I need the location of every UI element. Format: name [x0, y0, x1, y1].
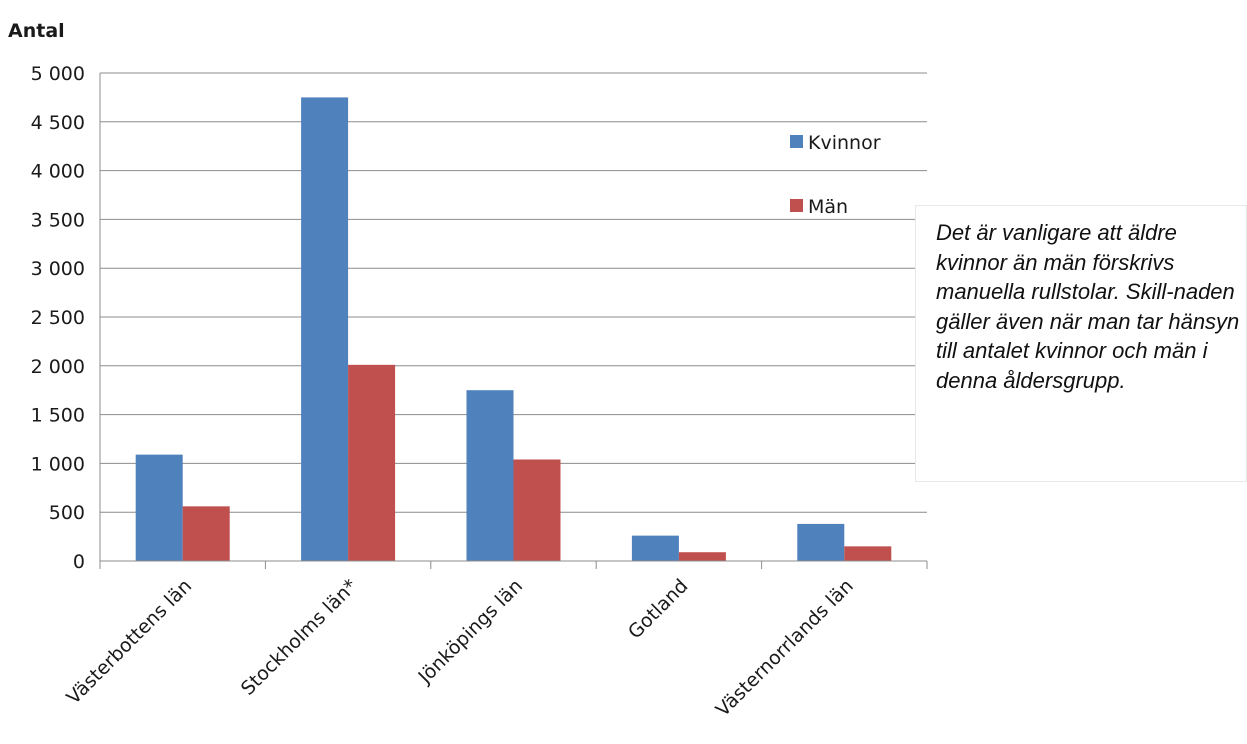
legend-label: Kvinnor — [808, 132, 881, 154]
y-tick-label: 0 — [73, 551, 85, 573]
bar-man — [513, 459, 561, 561]
legend: Kvinnor Män — [790, 132, 881, 218]
bar-man — [182, 506, 230, 561]
y-tick-label: 2 000 — [31, 356, 85, 378]
y-tick-label: 3 500 — [31, 209, 85, 231]
y-tick-label: 1 500 — [31, 405, 85, 427]
bar-kvinnor — [135, 454, 183, 561]
legend-swatch — [790, 135, 803, 148]
y-axis-label: Antal — [8, 20, 65, 42]
x-tick-label: Västerbottens län — [62, 575, 196, 709]
bar-kvinnor — [797, 523, 845, 561]
axes — [99, 73, 928, 569]
y-tick-label: 4 500 — [31, 112, 85, 134]
y-tick-labels: 0 500 1 000 1 500 2 000 2 500 3 000 3 500 4 000 4… — [31, 63, 85, 573]
bar-kvinnor — [301, 97, 349, 562]
y-tick-label: 5 000 — [31, 63, 85, 85]
bar-man — [348, 364, 396, 561]
annotation-textbox: Det är vanligare att äldre kvinnor än mä… — [915, 205, 1247, 482]
bar-kvinnor — [466, 390, 514, 561]
x-tick-labels: Västerbottens län Stockholms län* Jönköpin… — [62, 575, 857, 721]
y-tick-label: 2 500 — [31, 307, 85, 329]
bar-man — [844, 546, 892, 561]
legend-label: Män — [808, 196, 848, 218]
bars — [135, 97, 892, 562]
y-tick-label: 4 000 — [31, 161, 85, 183]
y-tick-label: 3 000 — [31, 258, 85, 280]
y-tick-label: 1 000 — [31, 453, 85, 475]
bar-man — [678, 552, 726, 561]
y-tick-label: 500 — [49, 502, 85, 524]
x-tick-label: Jönköpings län — [413, 575, 527, 689]
x-tick-label: Stockholms län* — [237, 575, 362, 700]
bar-kvinnor — [631, 535, 679, 561]
x-tick-label: Västernorrlands län — [712, 575, 858, 721]
x-tick-label: Gotland — [624, 575, 692, 643]
legend-swatch — [790, 199, 803, 212]
